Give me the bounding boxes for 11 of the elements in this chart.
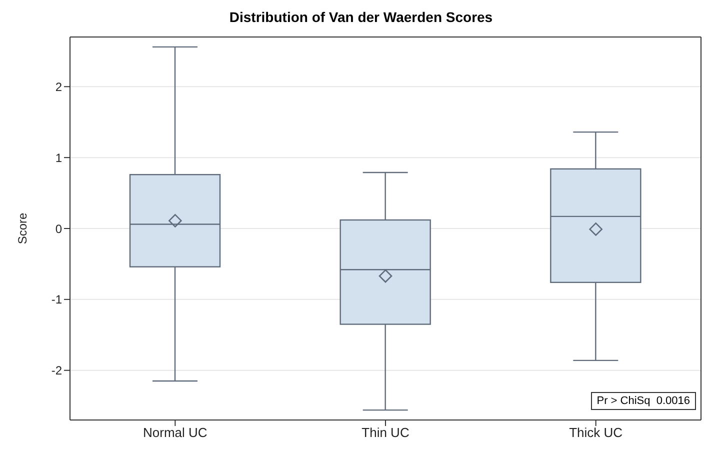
y-tick-label: 2 (55, 80, 62, 94)
annotation: Pr > ChiSq 0.0016 (590, 392, 696, 410)
chart-title: Distribution of Van der Waerden Scores (228, 8, 494, 27)
x-tick-label: Thin UC (362, 425, 410, 440)
y-tick-label: 1 (55, 150, 62, 165)
y-tick-label: 0 (55, 222, 62, 236)
y-tick-label: -1 (51, 292, 62, 307)
x-tick-label: Normal UC (143, 425, 208, 440)
y-tick-label: -2 (51, 364, 62, 378)
y-axis-title: Score (15, 212, 30, 244)
x-tick-label: Thick UC (569, 425, 623, 440)
